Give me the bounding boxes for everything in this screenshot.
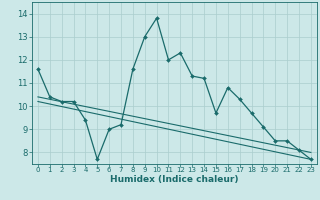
X-axis label: Humidex (Indice chaleur): Humidex (Indice chaleur) xyxy=(110,175,239,184)
